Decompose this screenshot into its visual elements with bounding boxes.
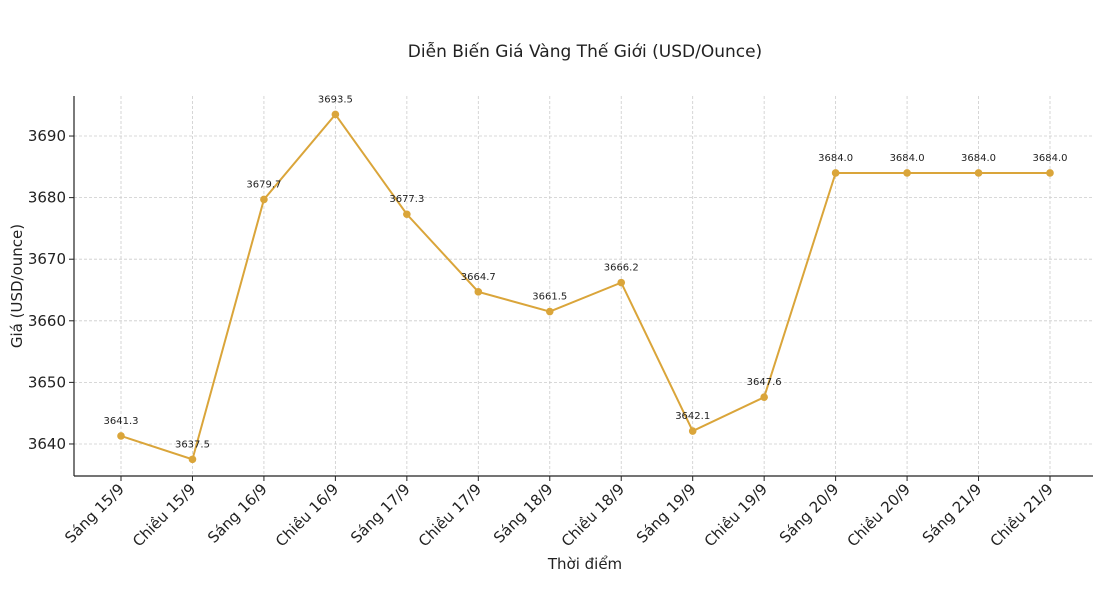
data-label: 3647.6 (747, 377, 782, 388)
data-label: 3693.5 (318, 94, 353, 105)
y-tick-label: 3650 (28, 373, 66, 391)
data-point (188, 455, 197, 464)
data-label: 3641.3 (104, 416, 139, 427)
axes (73, 96, 1093, 477)
y-tick-label: 3680 (28, 189, 66, 207)
grid (74, 96, 1093, 476)
x-ticks: Sáng 15/9 Chiều 15/9 Sáng 16/9 Chiều 16/9 Sá… (61, 476, 1057, 550)
x-tick-label: Chiều 15/9 (129, 480, 199, 550)
data-label: 3637.5 (175, 439, 210, 450)
y-tick-label: 3660 (28, 312, 66, 330)
x-tick-label: Chiều 21/9 (987, 480, 1057, 550)
data-label: 3679.7 (246, 179, 281, 190)
data-point (617, 278, 626, 287)
data-point (831, 169, 840, 177)
x-tick-label: Sáng 20/9 (776, 480, 843, 547)
data-label: 3642.1 (675, 411, 710, 422)
y-ticks: 3640 3650 3660 3670 3680 3690 (28, 127, 74, 453)
x-tick-label: Chiều 16/9 (272, 480, 342, 550)
data-label: 3664.7 (461, 272, 496, 283)
data-point (760, 393, 768, 401)
x-tick-label: Chiều 17/9 (415, 480, 485, 550)
x-axis-label: Thời điểm (547, 555, 622, 573)
data-point (903, 169, 911, 177)
chart-title: Diễn Biến Giá Vàng Thế Giới (USD/Ounce) (408, 41, 762, 62)
data-label: 3677.3 (389, 194, 424, 205)
data-point (331, 110, 340, 119)
data-point (688, 427, 697, 435)
data-label: 3666.2 (604, 263, 639, 274)
series-line (120, 112, 1050, 461)
y-tick-label: 3670 (28, 250, 66, 268)
y-tick-label: 3640 (28, 435, 66, 453)
y-axis-label: Giá (USD/ounce) (8, 224, 26, 348)
x-tick-label: Chiều 18/9 (558, 480, 628, 550)
data-point (403, 210, 411, 219)
data-point (974, 169, 983, 177)
x-tick-label: Chiều 19/9 (701, 480, 771, 550)
x-tick-label: Sáng 19/9 (633, 480, 700, 547)
data-label: 3684.0 (818, 153, 853, 164)
data-point (545, 307, 554, 316)
data-point (1046, 169, 1054, 177)
x-tick-label: Sáng 21/9 (919, 480, 986, 547)
data-point (117, 432, 125, 440)
x-tick-label: Sáng 15/9 (61, 480, 128, 547)
data-point (260, 195, 268, 204)
data-label: 3661.5 (532, 292, 567, 303)
data-label: 3684.0 (890, 153, 925, 164)
x-tick-label: Sáng 16/9 (204, 480, 271, 547)
data-label: 3684.0 (1033, 153, 1068, 164)
data-point (474, 288, 483, 296)
data-points (117, 110, 1054, 464)
x-tick-label: Sáng 18/9 (490, 480, 557, 547)
y-tick-label: 3690 (28, 127, 66, 145)
x-tick-label: Chiều 20/9 (844, 480, 914, 550)
x-tick-label: Sáng 17/9 (347, 480, 414, 547)
data-label: 3684.0 (961, 153, 996, 164)
data-labels: 3641.3 3637.5 3679.7 3693.5 3677.3 3664.7 3661… (104, 94, 1068, 450)
